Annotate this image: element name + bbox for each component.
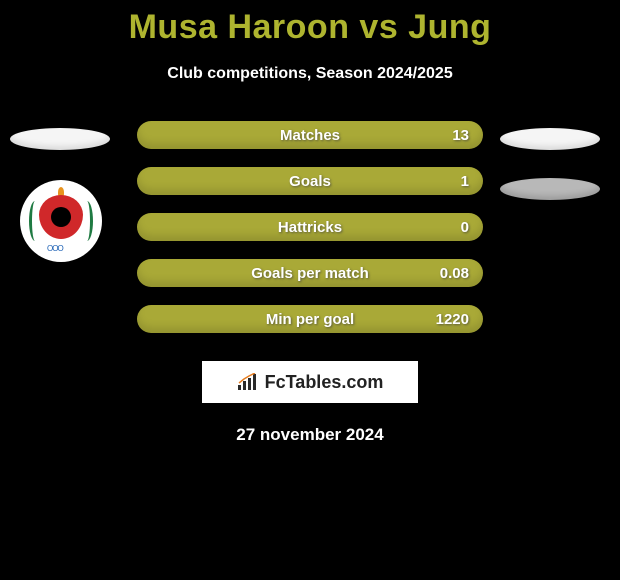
stat-label: Goals per match: [137, 265, 483, 282]
stat-value: 1220: [436, 311, 469, 328]
report-date: 27 november 2024: [0, 425, 620, 445]
brand-attribution: FcTables.com: [202, 361, 418, 403]
stat-label: Matches: [137, 127, 483, 144]
stat-bar-matches: Matches 13: [137, 121, 483, 149]
comparison-title: Musa Haroon vs Jung: [0, 0, 620, 47]
stat-value: 1: [461, 173, 469, 190]
stats-container: Matches 13 Goals 1 Hattricks 0 Goals per…: [0, 121, 620, 333]
brand-chart-icon: [237, 373, 259, 391]
stat-row: Hattricks 0: [0, 213, 620, 241]
stat-row: Matches 13: [0, 121, 620, 149]
stat-row: Goals per match 0.08: [0, 259, 620, 287]
stat-value: 0.08: [440, 265, 469, 282]
stat-value: 0: [461, 219, 469, 236]
stat-row: Goals 1: [0, 167, 620, 195]
stat-label: Goals: [137, 173, 483, 190]
stat-row: Min per goal 1220: [0, 305, 620, 333]
stat-bar-goals-per-match: Goals per match 0.08: [137, 259, 483, 287]
stat-bar-min-per-goal: Min per goal 1220: [137, 305, 483, 333]
stat-label: Min per goal: [137, 311, 483, 328]
stat-label: Hattricks: [137, 219, 483, 236]
brand-name: FcTables.com: [265, 372, 384, 393]
comparison-subtitle: Club competitions, Season 2024/2025: [0, 65, 620, 83]
stat-bar-goals: Goals 1: [137, 167, 483, 195]
stat-bar-hattricks: Hattricks 0: [137, 213, 483, 241]
stat-value: 13: [452, 127, 469, 144]
